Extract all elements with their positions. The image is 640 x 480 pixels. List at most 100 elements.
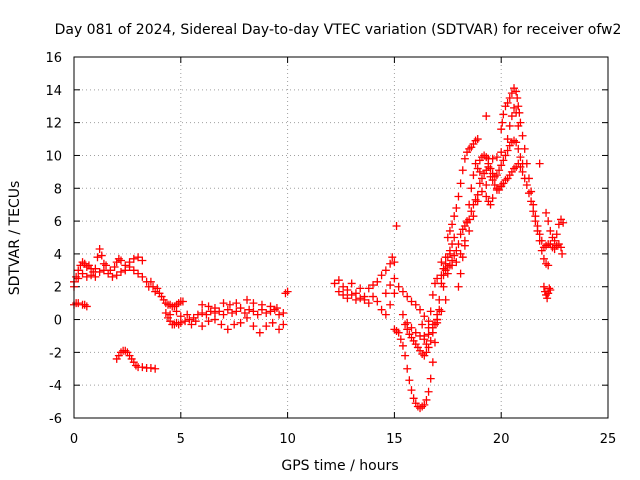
data-point	[488, 194, 497, 203]
data-point	[544, 217, 553, 226]
data-point	[381, 266, 390, 275]
data-point	[401, 351, 410, 360]
axis-ticks	[73, 56, 609, 419]
data-point	[80, 300, 89, 309]
y-tick-label: -4	[49, 379, 62, 394]
x-axis-label: GPS time / hours	[281, 458, 398, 474]
data-point	[161, 308, 170, 317]
data-point	[390, 289, 399, 298]
data-point	[149, 282, 158, 291]
tick-labels: 0 5 10 15 20 25 -6 -4 -2 0 2 4 6 8 10 12 14 16	[45, 51, 616, 447]
data-point	[198, 322, 207, 331]
data-point	[448, 261, 457, 270]
data-point	[243, 313, 252, 322]
data-point	[507, 112, 516, 121]
x-tick-label: 10	[279, 432, 296, 447]
data-point	[441, 259, 450, 268]
data-point	[217, 320, 226, 329]
data-point	[492, 185, 501, 194]
y-tick-label: 12	[45, 117, 62, 132]
data-point	[510, 103, 519, 112]
data-point	[279, 308, 288, 317]
data-point	[542, 241, 551, 250]
y-axis-label: SDTVAR / TECUs	[7, 181, 23, 296]
data-point	[535, 159, 544, 168]
data-point	[501, 151, 510, 160]
data-point	[215, 307, 224, 316]
grid	[74, 57, 608, 418]
data-point	[112, 271, 121, 280]
data-point	[439, 282, 448, 291]
data-point	[210, 304, 219, 313]
data-point	[450, 233, 459, 242]
data-point	[424, 323, 433, 332]
data-point	[448, 220, 457, 229]
data-point	[544, 261, 553, 270]
data-point	[138, 363, 147, 372]
data-point	[82, 272, 91, 281]
data-point	[469, 171, 478, 180]
data-point	[473, 197, 482, 206]
data-point	[411, 300, 420, 309]
data-point	[257, 300, 266, 309]
data-point	[275, 310, 284, 319]
x-tick-label: 5	[177, 432, 185, 447]
data-point	[187, 320, 196, 329]
data-point	[482, 112, 491, 121]
data-point	[420, 400, 429, 409]
data-point	[403, 318, 412, 327]
data-point	[228, 308, 237, 317]
data-point	[381, 289, 390, 298]
data-point	[456, 179, 465, 188]
data-point	[524, 189, 533, 198]
data-point	[82, 302, 91, 311]
data-point	[443, 269, 452, 278]
data-point	[467, 207, 476, 216]
data-point	[507, 89, 516, 98]
data-point	[546, 226, 555, 235]
data-point	[347, 279, 356, 288]
data-point	[373, 277, 382, 286]
data-point	[181, 317, 190, 326]
data-point	[550, 236, 559, 245]
data-point	[193, 310, 202, 319]
data-point	[426, 336, 435, 345]
data-point	[531, 212, 540, 221]
data-point	[514, 121, 523, 130]
data-point	[418, 320, 427, 329]
data-point	[486, 164, 495, 173]
data-point	[172, 307, 181, 316]
data-point	[253, 310, 262, 319]
data-point	[497, 148, 506, 157]
plot-frame	[73, 56, 609, 419]
data-point	[178, 297, 187, 306]
data-point	[225, 300, 234, 309]
data-point	[554, 220, 563, 229]
y-tick-label: -6	[49, 412, 62, 427]
data-point	[104, 269, 113, 278]
data-point	[424, 387, 433, 396]
data-point	[343, 294, 352, 303]
data-point	[405, 376, 414, 385]
data-point	[450, 251, 459, 260]
data-point	[458, 166, 467, 175]
data-point	[78, 269, 87, 278]
data-point	[191, 317, 200, 326]
data-point	[471, 195, 480, 204]
data-point	[93, 253, 102, 262]
data-point	[255, 328, 264, 337]
data-point	[503, 146, 512, 155]
data-point	[398, 287, 407, 296]
data-point	[407, 386, 416, 395]
data-point	[420, 312, 429, 321]
x-tick-label: 0	[70, 432, 78, 447]
data-point	[236, 304, 245, 313]
data-point	[477, 174, 486, 183]
x-tick-label: 20	[493, 432, 510, 447]
y-tick-label: 10	[45, 149, 62, 164]
data-point	[428, 290, 437, 299]
y-tick-label: -2	[49, 346, 62, 361]
data-point	[539, 282, 548, 291]
data-point	[433, 318, 442, 327]
data-point	[204, 302, 213, 311]
